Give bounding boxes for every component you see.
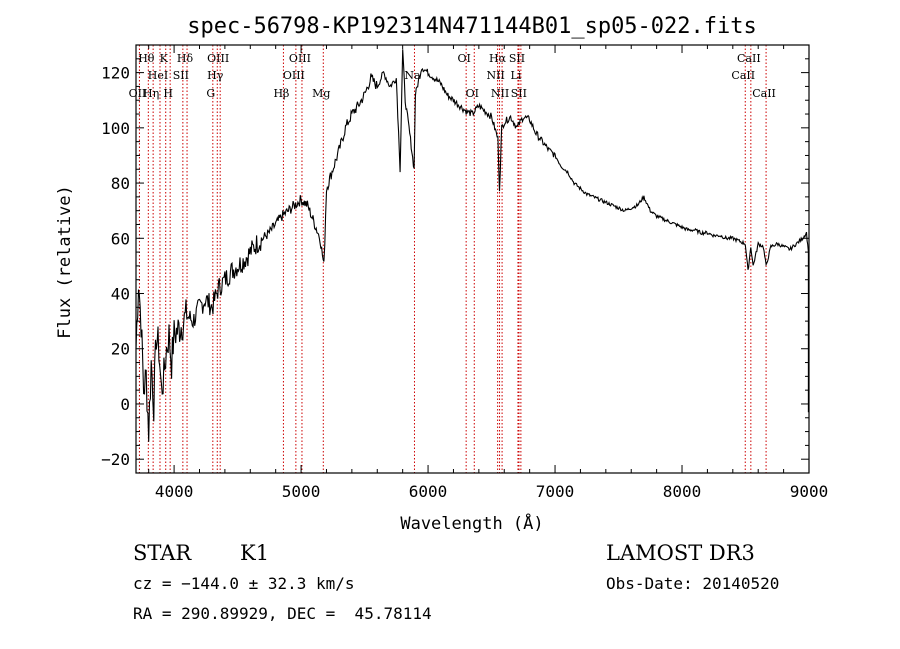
line-label-17: OI xyxy=(466,87,479,100)
observation-date: Obs-Date: 20140520 xyxy=(606,574,780,593)
redshift-velocity: cz = −144.0 ± 32.3 km/s xyxy=(133,574,355,593)
x-tick-label-5: 9000 xyxy=(790,482,829,501)
y-tick-label-1: 0 xyxy=(120,395,130,414)
spectral-line-markers xyxy=(138,45,767,473)
line-label-1: OII xyxy=(129,87,147,100)
object-class: STAR xyxy=(133,541,192,565)
line-label-9: Hγ xyxy=(207,69,224,82)
line-label-6: H xyxy=(163,87,173,100)
line-label-24: CaII xyxy=(731,69,755,82)
line-label-20: NII xyxy=(491,87,509,100)
line-label-15: Na xyxy=(404,69,421,82)
y-tick-label-5: 80 xyxy=(111,174,130,193)
line-label-8: OIII xyxy=(207,52,229,65)
chart-title: spec-56798-KP192314N471144B01_sp05-022.f… xyxy=(187,14,757,39)
line-label-22: Li xyxy=(511,69,522,82)
line-label-4: K xyxy=(160,52,169,65)
line-label-10: G xyxy=(206,87,215,100)
line-label-13: OIII xyxy=(283,69,305,82)
line-label-5: SII xyxy=(173,69,189,82)
line-label-21: SII xyxy=(509,52,525,65)
object-subclass: K1 xyxy=(240,541,270,565)
x-tick-label-4: 8000 xyxy=(663,482,702,501)
line-label-18: Hα xyxy=(489,52,507,65)
line-label-7: Hδ xyxy=(177,52,194,65)
y-axis: −20 0 20 40 60 80 100 120 xyxy=(101,58,809,469)
spectrum-chart: spec-56798-KP192314N471144B01_sp05-022.f… xyxy=(55,14,829,534)
line-label-0: Hθ xyxy=(138,52,155,65)
line-label-12: OIII xyxy=(289,52,311,65)
survey-name: LAMOST DR3 xyxy=(606,541,755,565)
line-label-26: CaII xyxy=(752,87,776,100)
spectrum-line xyxy=(135,49,809,442)
line-label-16: OI xyxy=(457,52,470,65)
line-label-19: NII xyxy=(486,69,504,82)
y-tick-label-3: 40 xyxy=(111,285,130,304)
x-axis: 4000 5000 6000 7000 8000 9000 xyxy=(148,45,829,501)
y-tick-label-2: 20 xyxy=(111,340,130,359)
y-tick-label-7: 120 xyxy=(101,64,130,83)
y-tick-label-4: 60 xyxy=(111,229,130,248)
x-tick-label-1: 5000 xyxy=(282,482,321,501)
x-axis-label: Wavelength (Å) xyxy=(400,512,543,534)
line-label-2: Hη xyxy=(143,87,159,100)
sky-coordinates: RA = 290.89929, DEC = 45.78114 xyxy=(133,604,432,623)
line-label-14: Mg xyxy=(312,87,330,100)
x-tick-label-3: 7000 xyxy=(536,482,575,501)
y-axis-label: Flux (relative) xyxy=(55,185,75,339)
y-tick-label-6: 100 xyxy=(101,119,130,138)
line-label-3: HeI xyxy=(148,69,168,82)
x-tick-label-2: 6000 xyxy=(409,482,448,501)
line-label-25: CaII xyxy=(737,52,761,65)
line-label-11: Hβ xyxy=(273,87,289,100)
y-tick-label-0: −20 xyxy=(101,450,130,469)
plot-frame xyxy=(135,44,810,474)
line-label-23: SII xyxy=(511,87,527,100)
x-tick-label-0: 4000 xyxy=(155,482,194,501)
